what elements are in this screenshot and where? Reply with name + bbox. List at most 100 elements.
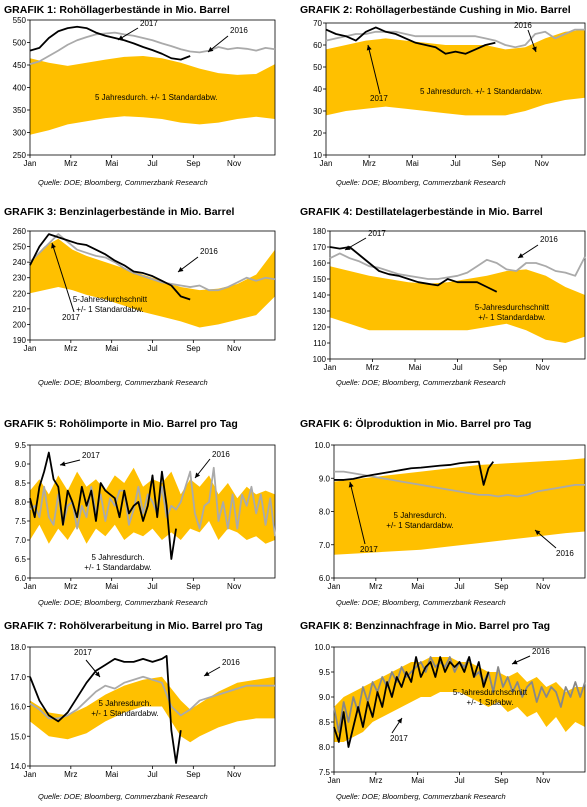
y-tick-label: 9.0 [319, 693, 331, 702]
source-note: Quelle: DOE; Bloomberg, Commerzbank Rese… [38, 178, 208, 187]
y-tick-label: 7.5 [15, 517, 27, 526]
band-label-line2: +/- 1 Standardabw. [84, 563, 151, 572]
band-label: 5 Jahresdurch. +/- 1 Standardabw. [95, 93, 218, 102]
y-tick-label: 17.0 [10, 673, 26, 682]
source-note: Quelle: DOE; Bloomberg, Commerzbank Rese… [38, 792, 208, 801]
x-tick-label: Jan [328, 776, 341, 785]
arrow-head [204, 671, 210, 676]
chart-panel-7: GRAFIK 7: Rohölverarbeitung in Mio. Barr… [4, 620, 276, 801]
series-line-2017 [329, 246, 498, 293]
y-tick-label: 350 [13, 106, 27, 115]
y-tick-label: 450 [13, 61, 27, 70]
source-note: Quelle: DOE; Bloomberg, Commerzbank Rese… [336, 378, 506, 387]
arrow-head [345, 245, 351, 250]
arrow-head [535, 530, 541, 536]
y-tick-label: 150 [313, 275, 327, 284]
band-label-line2: +/- 1 Stdabw. [467, 698, 514, 707]
x-tick-label: Jan [24, 159, 37, 168]
series-line-2017 [29, 451, 177, 560]
y-tick-label: 6.0 [319, 574, 331, 583]
chart-panel-8: GRAFIK 8: Benzinnachfrage in Mio. Barrel… [300, 620, 586, 801]
std-band [334, 458, 585, 555]
x-tick-label: Sep [494, 582, 509, 591]
y-tick-label: 30 [313, 107, 322, 116]
x-tick-label: Nov [227, 770, 241, 779]
chart-panel-4: GRAFIK 4: Destillatelagerbestände in Mio… [300, 206, 586, 387]
x-tick-label: Mrz [64, 770, 77, 779]
x-tick-label: Mai [105, 159, 118, 168]
series-label-2016: 2016 [222, 658, 240, 667]
series-label-2017: 2017 [370, 94, 388, 103]
x-tick-label: Jan [24, 770, 37, 779]
band-label-line1: 5 Jahresdurch. [394, 511, 447, 520]
x-tick-label: Nov [535, 363, 549, 372]
series-label-2017: 2017 [368, 229, 386, 238]
y-tick-label: 230 [13, 274, 27, 283]
x-tick-label: Mai [411, 776, 424, 785]
x-tick-label: Jan [24, 344, 37, 353]
arrow-head [366, 45, 372, 51]
y-tick-label: 190 [13, 336, 27, 345]
y-tick-label: 400 [13, 84, 27, 93]
band-label-line2: +/- 1 Standardabw. [386, 521, 453, 530]
y-tick-label: 7.0 [15, 536, 27, 545]
arrow-head [195, 472, 201, 478]
x-tick-label: Mrz [366, 363, 379, 372]
y-tick-label: 260 [13, 227, 27, 236]
arrow-head [348, 482, 354, 488]
x-tick-label: Mrz [64, 159, 77, 168]
series-line-2017 [29, 233, 191, 301]
y-tick-label: 10.0 [314, 643, 330, 652]
band-label-line1: 5 Jahresdurch. [99, 699, 152, 708]
y-tick-label: 9.0 [15, 460, 27, 469]
x-tick-label: Jul [147, 770, 157, 779]
x-tick-label: Sep [492, 159, 507, 168]
annotation-arrow [349, 481, 366, 545]
series-label-2017: 2017 [360, 545, 378, 554]
y-tick-label: 70 [313, 19, 322, 28]
x-tick-label: Jul [454, 582, 464, 591]
source-note: Quelle: DOE; Bloomberg, Commerzbank Rese… [38, 378, 208, 387]
x-tick-label: Jul [147, 344, 157, 353]
source-note: Quelle: DOE; Bloomberg, Commerzbank Rese… [38, 598, 208, 607]
x-tick-label: Sep [186, 344, 201, 353]
y-tick-label: 140 [313, 291, 327, 300]
annotation-arrow [367, 44, 381, 95]
series-label-2016: 2016 [230, 26, 248, 35]
y-tick-label: 20 [313, 129, 322, 138]
y-tick-label: 7.5 [319, 768, 331, 777]
y-tick-label: 9.0 [319, 474, 331, 483]
y-tick-label: 110 [313, 339, 326, 348]
x-tick-label: Jul [147, 582, 157, 591]
series-label-2017: 2017 [390, 734, 408, 743]
std-band [30, 676, 275, 743]
series-line-2017 [29, 655, 182, 764]
series-label-2016: 2016 [532, 647, 550, 656]
x-tick-label: Jul [147, 159, 157, 168]
y-tick-label: 14.0 [10, 762, 26, 771]
series-label-2016: 2016 [540, 235, 558, 244]
x-tick-label: Sep [494, 776, 509, 785]
std-band [30, 238, 275, 328]
x-tick-label: Mai [105, 770, 118, 779]
std-band [30, 56, 275, 135]
y-tick-label: 9.5 [319, 668, 331, 677]
arrow-head [178, 267, 184, 272]
series-line-2016 [29, 675, 275, 720]
x-tick-label: Jan [328, 582, 341, 591]
x-tick-label: Mai [105, 344, 118, 353]
series-line-2016 [325, 28, 585, 49]
y-tick-label: 8.0 [15, 498, 27, 507]
series-line-2016 [329, 252, 586, 280]
series-label-2017: 2017 [74, 648, 92, 657]
chart-panel-6: GRAFIK 6: Ölproduktion in Mio. Barrel pr… [300, 417, 586, 607]
y-tick-label: 180 [313, 227, 327, 236]
std-band [330, 266, 585, 343]
series-label-2016: 2016 [556, 549, 574, 558]
arrow-head [60, 461, 66, 467]
y-tick-label: 170 [313, 243, 327, 252]
band-label-line2: +/- 1 Standardabw. [76, 305, 143, 314]
series-line-2017 [325, 26, 496, 55]
